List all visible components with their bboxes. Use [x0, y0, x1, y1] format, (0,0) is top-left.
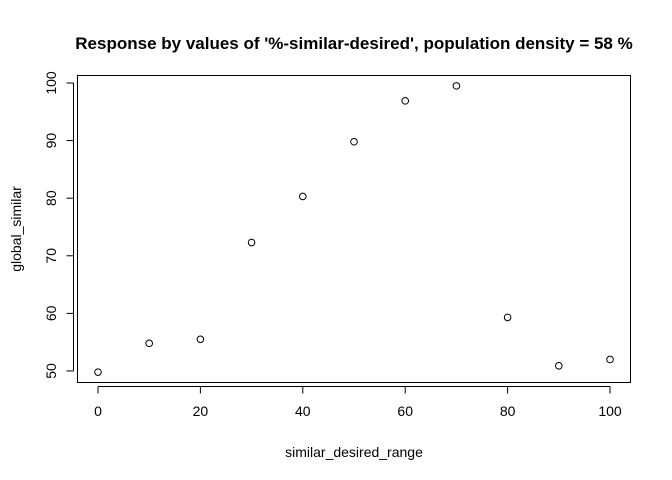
- x-tick-label: 80: [500, 403, 516, 419]
- y-tick-label: 70: [43, 248, 59, 264]
- x-tick-label: 40: [295, 403, 311, 419]
- data-points: [94, 82, 614, 376]
- x-axis: 0 20 40 60 80 100: [94, 386, 622, 419]
- data-point: [503, 313, 512, 322]
- y-axis: 50 60 70 80 90 100: [43, 71, 74, 379]
- data-point: [145, 339, 153, 348]
- data-point: [606, 355, 614, 364]
- y-axis-label: global_similar: [8, 186, 24, 272]
- plot-frame: [77, 75, 631, 383]
- y-tick-label: 90: [43, 133, 59, 149]
- data-point: [555, 361, 563, 370]
- x-axis-label: similar_desired_range: [285, 444, 423, 460]
- x-tick-label: 0: [94, 403, 102, 419]
- data-point: [298, 192, 307, 201]
- data-point: [247, 238, 256, 247]
- x-tick-label: 100: [598, 403, 622, 419]
- x-tick-label: 60: [397, 403, 413, 419]
- y-tick-label: 100: [43, 71, 59, 95]
- data-point: [452, 82, 461, 90]
- x-tick-label: 20: [193, 403, 209, 419]
- y-tick-label: 50: [43, 363, 59, 379]
- data-point: [196, 335, 205, 344]
- data-point: [401, 97, 410, 105]
- data-point: [94, 368, 102, 376]
- y-tick-label: 60: [43, 305, 59, 321]
- y-tick-label: 80: [43, 190, 59, 206]
- chart-title: Response by values of '%-similar-desired…: [75, 34, 632, 53]
- data-point: [350, 137, 358, 146]
